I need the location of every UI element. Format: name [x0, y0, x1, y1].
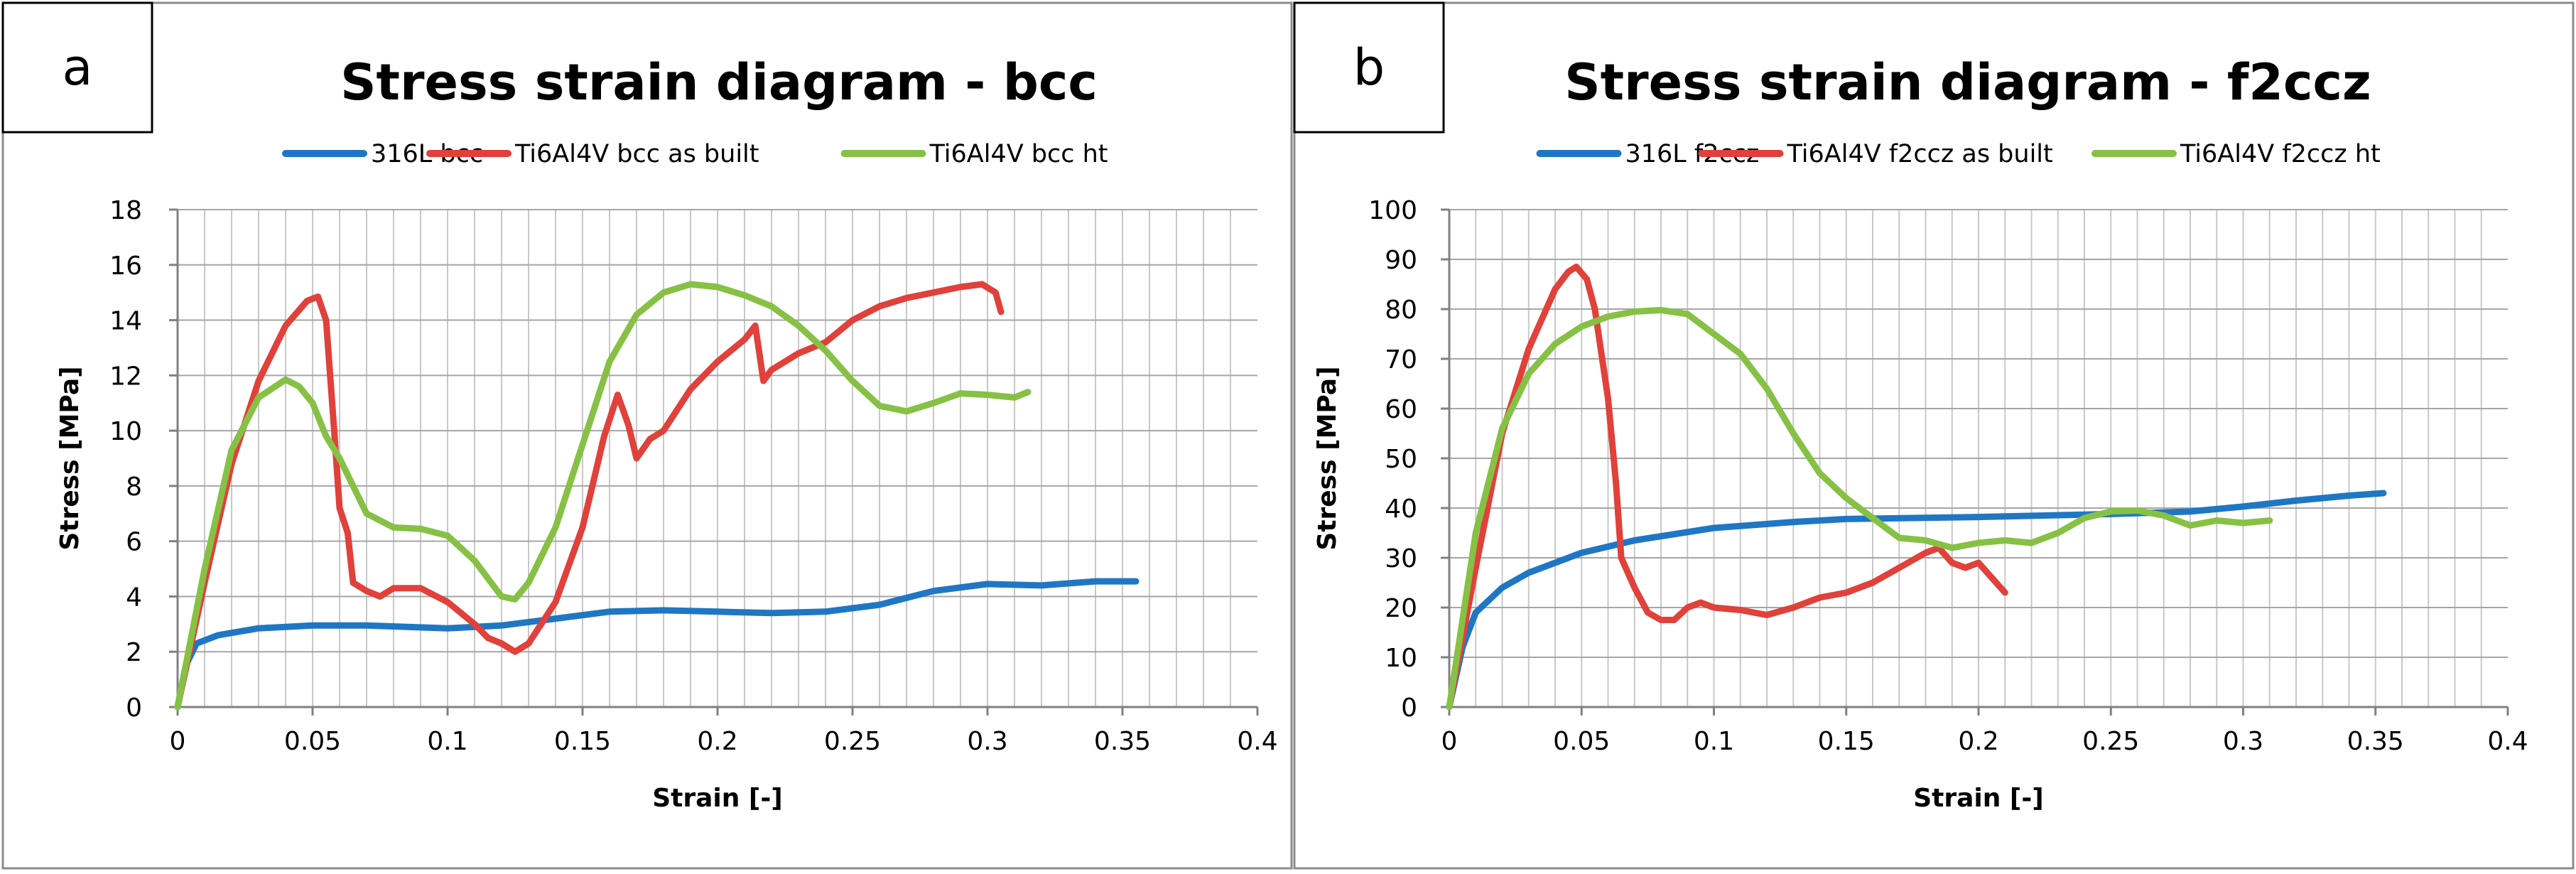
chart-0-x-tick-label: 0.05 — [284, 727, 341, 756]
chart-0-series-line-2 — [174, 281, 1032, 711]
chart-0-y-tick-label: 10 — [109, 417, 142, 446]
chart-0-x-tick-label: 0.3 — [967, 727, 1007, 756]
chart-1-series-line-0 — [1446, 490, 2387, 711]
chart-1-x-tick-label: 0.2 — [1958, 727, 1998, 756]
chart-1-grid — [1449, 209, 2508, 708]
chart-1-y-tick-label: 90 — [1385, 246, 1417, 275]
chart-0-label-box — [1, 1, 153, 134]
chart-0-title: Stress strain diagram - bcc — [340, 53, 1098, 112]
chart-1-x-tick-label: 0.15 — [1818, 727, 1875, 756]
chart-0-frame — [1, 1, 1293, 870]
chart-0-y-tick-label: 2 — [126, 638, 142, 667]
chart-1-legend: 316L f2ccz Ti6Al4V f2ccz as built Ti6Al4V … — [1536, 140, 2381, 168]
chart-0-x-tick-label: 0.35 — [1094, 727, 1151, 756]
chart-0-y-tick-label: 14 — [109, 307, 142, 336]
chart-1-legend-label-2: Ti6Al4V f2ccz ht — [2180, 140, 2381, 168]
chart-1-x-tick-label: 0 — [1441, 727, 1458, 756]
chart-0-y-tick-label: 12 — [109, 362, 142, 391]
chart-0-x-tick-label: 0.25 — [824, 727, 881, 756]
chart-1-y-tick-label: 50 — [1385, 445, 1417, 474]
chart-0-legend-label-1: Ti6Al4V bcc as built — [514, 140, 759, 168]
chart-0-legend: 316L bcc Ti6Al4V bcc as built Ti6Al4V bcc … — [282, 140, 1108, 168]
chart-0-y-tick-label: 8 — [126, 473, 142, 502]
chart-0: a Stress strain diagram - bcc 0 2 4 6 8 10 12 14 1… — [1, 1, 1293, 870]
chart-0-panel-label: a — [63, 38, 93, 97]
chart-0-y-tick-label: 4 — [126, 583, 142, 612]
chart-1-y-tick-label: 100 — [1368, 196, 1417, 225]
chart-0-x-axis-title: Strain [-] — [652, 784, 783, 813]
chart-0-legend-label-2: Ti6Al4V bcc ht — [929, 140, 1108, 168]
chart-1-y-tick-label: 80 — [1385, 296, 1417, 325]
chart-1-label-box — [1293, 1, 1445, 134]
chart-1-x-tick-label: 0.35 — [2347, 727, 2404, 756]
chart-1-x-tick-label: 0.1 — [1694, 727, 1734, 756]
chart-0-y-tick-label: 0 — [126, 694, 142, 723]
chart-0-x-tick-label: 0.2 — [697, 727, 737, 756]
chart-0-x-tick-label: 0 — [170, 727, 186, 756]
chart-0-y-tick-label: 18 — [109, 196, 142, 225]
chart-1-y-tick-label: 40 — [1385, 495, 1417, 524]
chart-1-x-tick-label: 0.3 — [2223, 727, 2263, 756]
chart-0-y-tick-label: 6 — [126, 528, 142, 557]
chart-0-y-axis-title: Stress [MPa] — [55, 366, 85, 550]
chart-1-y-axis-title: Stress [MPa] — [1313, 366, 1342, 550]
chart-0-y-tick-label: 16 — [109, 252, 142, 281]
chart-1-x-tick-label: 0.4 — [2487, 727, 2528, 756]
chart-1-series-line-1 — [1446, 264, 2008, 711]
chart-1-y-tick-label: 70 — [1385, 345, 1417, 374]
chart-0-x-tick-label: 0.15 — [554, 727, 611, 756]
chart-1-frame — [1293, 1, 2575, 870]
chart-1-legend-label-1: Ti6Al4V f2ccz as built — [1787, 140, 2053, 168]
chart-1-title: Stress strain diagram - f2ccz — [1564, 53, 2371, 112]
chart-1-y-tick-label: 60 — [1385, 395, 1417, 424]
chart-1-x-axis-title: Strain [-] — [1913, 784, 2044, 813]
chart-1-x-tick-label: 0.25 — [2082, 727, 2139, 756]
chart-1-panel-label: b — [1353, 38, 1385, 97]
chart-1-x-tick-label: 0.05 — [1553, 727, 1610, 756]
chart-1-y-tick-label: 30 — [1385, 544, 1417, 573]
chart-0-x-tick-label: 0.1 — [427, 727, 467, 756]
chart-0-series-line-1 — [174, 281, 1005, 711]
chart-0-series-line-0 — [174, 578, 1140, 711]
chart-1: b Stress strain diagram - f2ccz 0 10 20 30 40 5… — [1293, 1, 2575, 870]
chart-0-x-tick-label: 0.4 — [1237, 727, 1277, 756]
chart-1-y-tick-label: 0 — [1401, 694, 1417, 723]
chart-1-y-tick-label: 10 — [1385, 644, 1417, 673]
chart-1-series-line-2 — [1446, 306, 2273, 711]
chart-1-y-tick-label: 20 — [1385, 594, 1417, 623]
